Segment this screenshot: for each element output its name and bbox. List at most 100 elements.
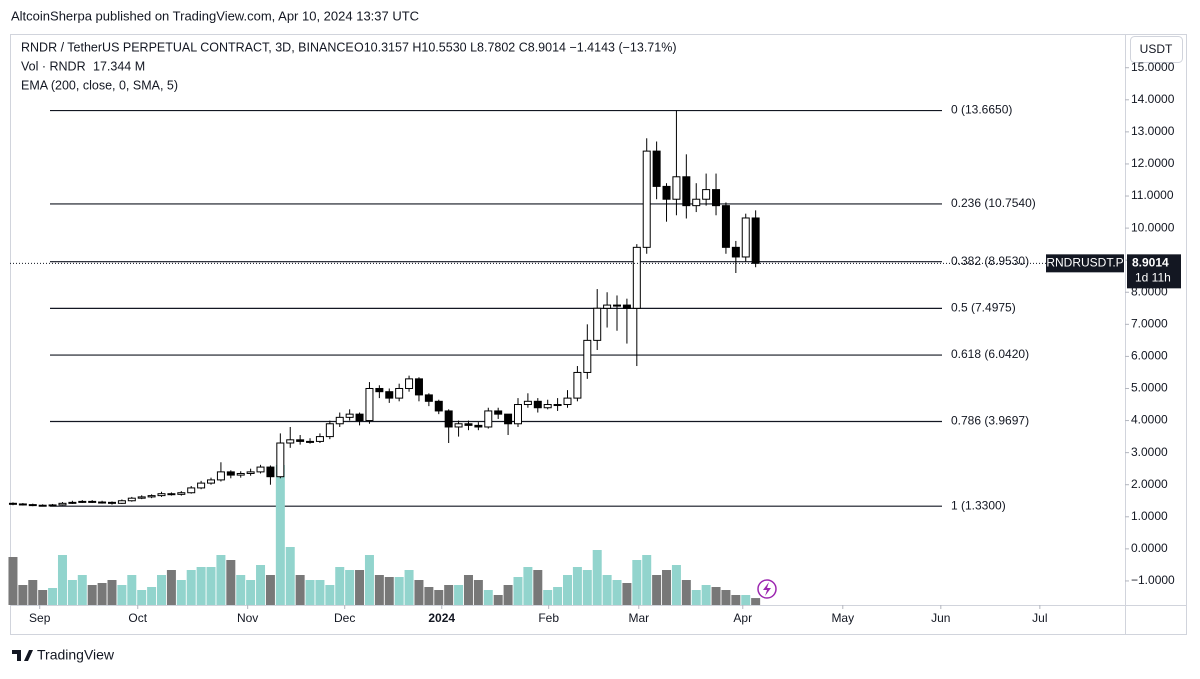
volume-bar xyxy=(731,595,741,605)
candle-body xyxy=(98,501,107,504)
candle-body xyxy=(444,410,453,428)
candle-body xyxy=(573,371,582,399)
volume-bar xyxy=(256,565,266,605)
x-tick-label: 2024 xyxy=(428,611,455,625)
volume-bar xyxy=(157,575,167,605)
candle-body xyxy=(593,307,602,341)
candle-body xyxy=(672,176,681,200)
y-tick-label: 2.0000 xyxy=(1131,477,1168,491)
volume-bar xyxy=(513,577,523,605)
volume-bar xyxy=(493,595,503,605)
volume-bar xyxy=(523,567,533,605)
volume-bar xyxy=(97,583,107,605)
volume-bar xyxy=(632,560,642,605)
y-tick-label: 4.0000 xyxy=(1131,413,1168,427)
candle-body xyxy=(88,500,97,503)
candle-body xyxy=(246,471,255,474)
y-tick-label: 14.0000 xyxy=(1131,92,1175,106)
candle-body xyxy=(197,482,206,489)
currency-button[interactable] xyxy=(1130,36,1183,63)
candle-body xyxy=(236,472,245,476)
volume-bar xyxy=(315,580,325,605)
volume-bar xyxy=(553,587,563,605)
candle-body xyxy=(137,496,146,499)
candle-body xyxy=(721,205,730,248)
volume-bar xyxy=(18,585,28,605)
volume-bar xyxy=(166,570,176,605)
volume-bar xyxy=(67,580,77,605)
countdown-label: 1d 11h xyxy=(1135,271,1171,285)
x-tick-label: Dec xyxy=(334,611,355,625)
candle-body xyxy=(603,304,612,309)
candle-body xyxy=(414,378,423,396)
volume-bar xyxy=(57,555,67,605)
volume-bar xyxy=(414,580,424,605)
volume-bar xyxy=(38,590,48,605)
x-tick-label: Feb xyxy=(538,611,559,625)
volume-bar xyxy=(652,575,662,605)
volume-bar xyxy=(473,580,483,605)
volume-bar xyxy=(127,575,137,605)
volume-bar xyxy=(137,590,147,605)
volume-bar xyxy=(48,588,58,605)
volume-bar xyxy=(404,570,414,605)
volume-bar xyxy=(196,567,206,605)
candle-body xyxy=(424,394,433,402)
volume-bar xyxy=(533,570,543,605)
volume-bar xyxy=(117,585,127,605)
candle-body xyxy=(117,500,126,504)
x-tick-label: Oct xyxy=(128,611,147,625)
candle-body xyxy=(484,410,493,428)
fib-label: 0.618 (6.0420) xyxy=(951,347,1029,361)
volume-bar xyxy=(721,590,731,605)
candle-body xyxy=(543,404,552,409)
candle-body xyxy=(127,497,136,502)
candle-body xyxy=(306,440,315,443)
lightning-icon[interactable] xyxy=(757,579,777,599)
volume-bar xyxy=(582,570,592,605)
candle-body xyxy=(18,503,27,506)
tradingview-logo[interactable]: TradingView xyxy=(12,647,115,663)
volume-bar xyxy=(176,580,186,605)
candle-body xyxy=(207,479,216,484)
volume-bar xyxy=(364,555,374,605)
volume-bar xyxy=(602,575,612,605)
volume-bar xyxy=(325,585,335,605)
volume-bar xyxy=(751,598,761,605)
volume-bar xyxy=(662,570,672,605)
x-tick-label: Mar xyxy=(628,611,649,625)
volume-bar xyxy=(265,575,275,605)
volume-legend-value: 17.344 M xyxy=(93,59,145,73)
candle-body xyxy=(464,423,473,426)
volume-bar xyxy=(107,580,117,605)
volume-bar xyxy=(226,560,236,605)
currency-label[interactable]: USDT xyxy=(1140,42,1173,56)
candle-body xyxy=(523,400,532,406)
volume-bar xyxy=(186,570,196,605)
volume-bar xyxy=(691,590,701,605)
price-badge xyxy=(1127,254,1181,289)
candle-body xyxy=(157,493,166,497)
candle-body xyxy=(741,217,750,258)
candle-body xyxy=(494,410,503,415)
volume-bar xyxy=(335,567,345,605)
chart-frame xyxy=(10,34,1187,635)
candle-body xyxy=(107,501,116,504)
volume-bar xyxy=(463,575,473,605)
candle-body xyxy=(276,442,285,478)
x-tick-label: Apr xyxy=(733,611,752,625)
candle-body xyxy=(147,495,156,498)
volume-bar xyxy=(275,465,285,605)
ohlc-legend: O10.3157 H10.5530 L8.7802 C8.9014 −1.414… xyxy=(354,40,676,54)
y-tick-label: 7.0000 xyxy=(1131,317,1168,331)
y-tick-label: 0.0000 xyxy=(1131,541,1168,555)
candle-body xyxy=(454,423,463,428)
price-badge-label: 8.9014 xyxy=(1132,256,1169,270)
volume-bar xyxy=(77,575,87,605)
candle-body xyxy=(256,466,265,473)
candle-body xyxy=(345,413,354,418)
plot-area: 0 (13.6650) 0.236 (10.7540) 0.382 (8.9530)… xyxy=(8,103,1125,605)
candle-body xyxy=(692,198,701,207)
candle-body xyxy=(622,304,631,309)
